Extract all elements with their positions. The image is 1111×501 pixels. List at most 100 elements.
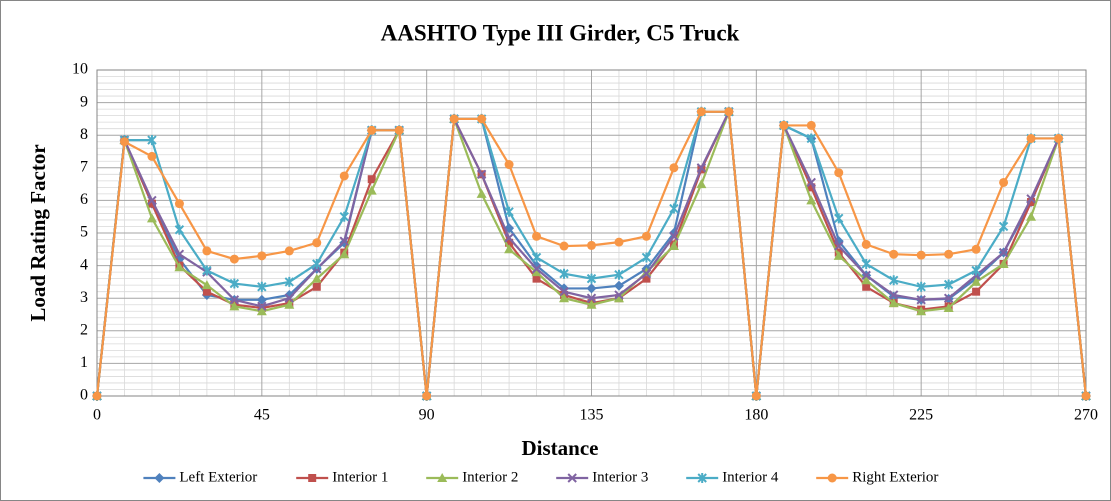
marker: [308, 474, 317, 482]
legend-item: Left Exterior: [143, 469, 257, 485]
marker: [339, 249, 350, 259]
marker: [613, 293, 624, 303]
marker: [834, 168, 844, 178]
y-tick-label: 7: [80, 158, 88, 175]
marker: [559, 268, 569, 279]
y-tick-label: 5: [80, 224, 88, 241]
marker: [1026, 211, 1037, 221]
marker: [559, 293, 570, 303]
marker: [779, 120, 789, 130]
y-tick-label: 9: [80, 93, 88, 110]
marker: [476, 188, 487, 198]
marker: [339, 171, 349, 181]
marker: [504, 244, 515, 254]
legend-label: Right Exterior: [852, 469, 938, 485]
y-tick-label: 4: [80, 256, 88, 273]
marker: [833, 250, 844, 260]
x-tick-label: 225: [909, 407, 933, 424]
legend-item: Interior 1: [296, 469, 388, 485]
marker: [477, 114, 487, 124]
marker: [641, 231, 651, 241]
y-tick-label: 10: [72, 61, 88, 78]
marker: [916, 306, 927, 316]
marker: [834, 241, 844, 251]
marker: [614, 237, 624, 247]
marker: [861, 275, 872, 285]
marker: [806, 120, 816, 130]
legend-item: Interior 2: [426, 469, 518, 485]
marker: [532, 231, 542, 241]
marker: [971, 276, 982, 286]
marker: [531, 264, 542, 274]
chart-title: AASHTO Type III Girder, C5 Truck: [381, 20, 740, 45]
marker: [724, 107, 734, 117]
legend-label: Interior 2: [462, 469, 518, 485]
marker: [642, 274, 651, 283]
marker: [806, 133, 816, 144]
marker: [202, 265, 212, 276]
marker: [999, 177, 1009, 187]
marker: [339, 211, 349, 222]
marker: [146, 213, 157, 223]
marker: [174, 199, 184, 209]
marker: [257, 301, 267, 312]
marker: [668, 241, 679, 251]
marker: [312, 238, 322, 248]
marker: [174, 224, 185, 235]
y-tick-label: 2: [80, 321, 88, 338]
marker: [367, 175, 376, 184]
y-tick-label: 3: [80, 289, 88, 306]
y-tick-label: 0: [80, 387, 88, 404]
marker: [559, 286, 569, 297]
marker: [586, 283, 597, 294]
legend-label: Left Exterior: [179, 469, 257, 485]
marker: [641, 252, 652, 263]
marker: [586, 293, 597, 303]
marker: [696, 163, 707, 173]
marker: [147, 195, 157, 206]
marker: [394, 125, 404, 135]
plot-area-border: [96, 69, 1087, 397]
marker: [92, 391, 102, 401]
legend-label: Interior 4: [722, 469, 779, 485]
marker: [834, 213, 844, 224]
marker: [807, 183, 816, 192]
marker: [229, 301, 240, 311]
marker: [339, 236, 349, 246]
x-axis-label: Distance: [522, 436, 599, 460]
marker: [174, 249, 185, 259]
marker: [284, 299, 295, 309]
marker: [916, 250, 926, 260]
marker: [806, 195, 817, 205]
marker: [998, 258, 1009, 268]
marker: [504, 206, 514, 217]
legend-item: Interior 3: [556, 469, 648, 485]
y-axis-label: Load Rating Factor: [26, 144, 50, 321]
marker: [201, 280, 212, 290]
marker: [437, 473, 448, 482]
legend-label: Interior 3: [592, 469, 648, 485]
marker: [971, 265, 981, 276]
marker: [669, 203, 679, 214]
x-tick-label: 270: [1074, 407, 1098, 424]
marker: [861, 270, 871, 281]
marker: [154, 473, 165, 483]
marker: [147, 151, 157, 161]
marker: [998, 221, 1009, 232]
marker: [888, 290, 899, 300]
marker: [827, 473, 837, 483]
marker: [751, 391, 761, 401]
marker: [202, 246, 212, 256]
marker: [943, 302, 954, 312]
marker: [119, 137, 129, 147]
marker: [943, 279, 954, 290]
x-tick-label: 135: [580, 407, 604, 424]
marker: [531, 260, 542, 271]
marker: [449, 114, 459, 124]
marker: [641, 269, 652, 279]
y-tick-label: 1: [80, 354, 88, 371]
marker: [916, 281, 926, 292]
legend-item: Interior 4: [686, 469, 779, 485]
marker: [669, 231, 679, 241]
